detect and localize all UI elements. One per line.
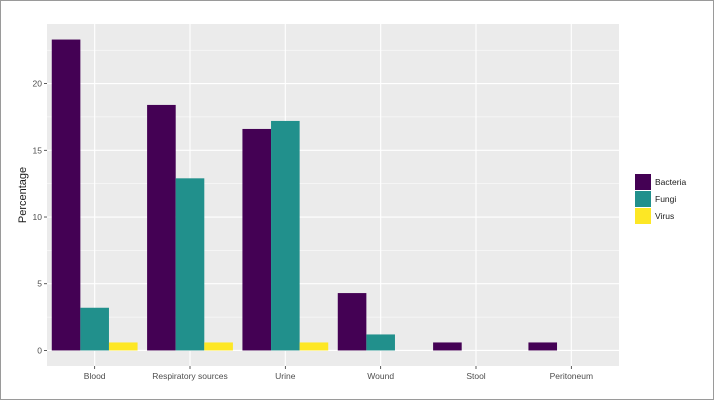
y-axis-title: Percentage — [17, 167, 29, 223]
bar-bacteria-6 — [528, 342, 558, 351]
legend-label-fungi: Fungi — [655, 194, 676, 204]
x-tick-label: Blood — [84, 371, 106, 381]
bar-bacteria-3 — [242, 128, 272, 351]
bar-fungi-2 — [175, 178, 205, 351]
bars — [51, 39, 558, 351]
bar-bacteria-5 — [433, 342, 462, 351]
y-tick-label: 0 — [37, 345, 42, 355]
bar-bacteria-2 — [147, 104, 176, 351]
bar-virus-1 — [108, 342, 138, 351]
x-tick-label: Respiratory sources — [152, 371, 228, 381]
y-tick-label: 20 — [33, 79, 43, 89]
bar-virus-2 — [204, 342, 233, 351]
y-tick-label: 15 — [33, 145, 43, 155]
x-tick-label: Wound — [367, 371, 394, 381]
bar-virus-3 — [299, 342, 329, 351]
minor-gridlines — [47, 49, 619, 318]
bar-bacteria-4 — [337, 293, 367, 351]
legend-key-fungi — [635, 191, 651, 207]
plot-panel — [47, 24, 619, 366]
bar-fungi-4 — [366, 334, 395, 351]
legend-label-virus: Virus — [655, 211, 674, 221]
legend-label-bacteria: Bacteria — [655, 177, 686, 187]
x-axis: Blood Respiratory sources Urine Wound Stool P… — [84, 366, 593, 381]
y-tick-label: 5 — [37, 279, 42, 289]
bar-bacteria-1 — [51, 39, 81, 351]
y-tick-label: 10 — [33, 212, 43, 222]
y-axis: 0 5 10 15 20 — [33, 79, 47, 355]
bar-fungi-3 — [271, 120, 300, 351]
x-tick-label: Peritoneum — [550, 371, 593, 381]
legend-key-bacteria — [635, 174, 651, 190]
legend-key-virus — [635, 208, 651, 224]
bar-fungi-1 — [80, 307, 109, 351]
legend: Bacteria Fungi Virus — [635, 174, 686, 224]
x-tick-label: Stool — [466, 371, 485, 381]
major-gridlines — [47, 24, 619, 366]
x-tick-label: Urine — [275, 371, 296, 381]
